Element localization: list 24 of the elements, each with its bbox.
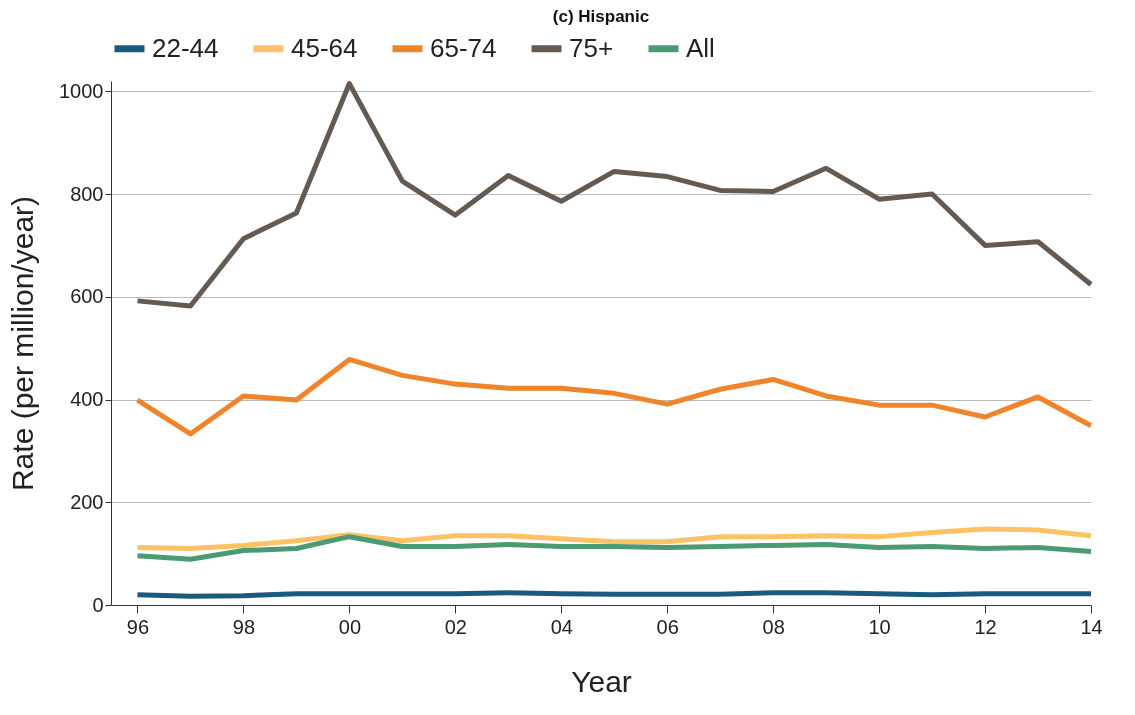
y-tick-label: 1000	[59, 79, 104, 102]
x-tick-label: 08	[762, 615, 785, 638]
x-tick-label: 02	[444, 615, 467, 638]
y-tick-label: 200	[70, 490, 104, 513]
y-tick-label: 0	[92, 593, 104, 616]
legend-label: All	[686, 32, 715, 63]
x-tick-label: 96	[126, 615, 150, 638]
x-axis-title: Year	[571, 664, 632, 698]
y-tick-label: 400	[70, 388, 104, 411]
legend-label: 65-74	[430, 32, 497, 63]
x-tick-label: 06	[656, 615, 679, 638]
x-tick-label: 00	[338, 615, 361, 638]
x-tick-label: 98	[232, 615, 256, 638]
legend-label: 45-64	[291, 32, 358, 63]
y-axis-title: Rate (per million/year)	[6, 195, 40, 492]
x-tick-label: 12	[974, 615, 997, 638]
legend-label: 22-44	[152, 32, 219, 63]
legend-label: 75+	[569, 32, 614, 63]
y-tick-label: 800	[70, 182, 104, 205]
x-tick-label: 04	[550, 615, 573, 638]
x-tick-label: 14	[1080, 615, 1103, 638]
x-tick-label: 10	[868, 615, 891, 638]
y-tick-label: 600	[70, 285, 104, 308]
chart-title: (c) Hispanic	[552, 7, 650, 26]
